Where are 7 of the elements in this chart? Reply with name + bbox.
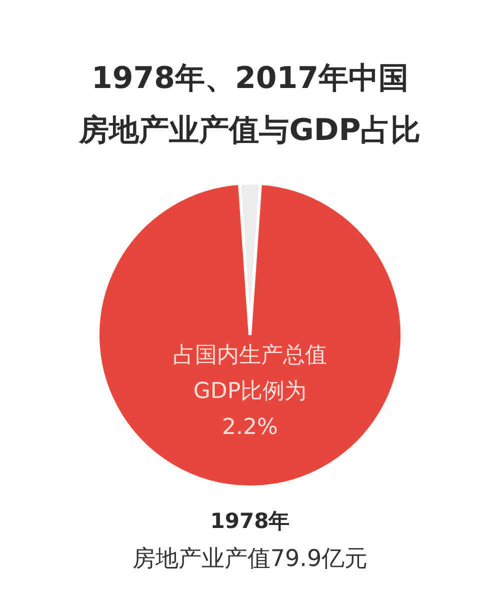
annotation: 占国内生产总值: [173, 343, 327, 368]
title: 1978年、2017年中国: [92, 61, 408, 96]
annotation: 1978年: [210, 509, 290, 533]
subtitle: 房地产业产值与GDP占比: [79, 113, 421, 148]
annotation: 2.2%: [222, 415, 278, 440]
annotation: 房地产业产值79.9亿元: [132, 546, 368, 572]
annotation: GDP比例为: [193, 379, 307, 404]
